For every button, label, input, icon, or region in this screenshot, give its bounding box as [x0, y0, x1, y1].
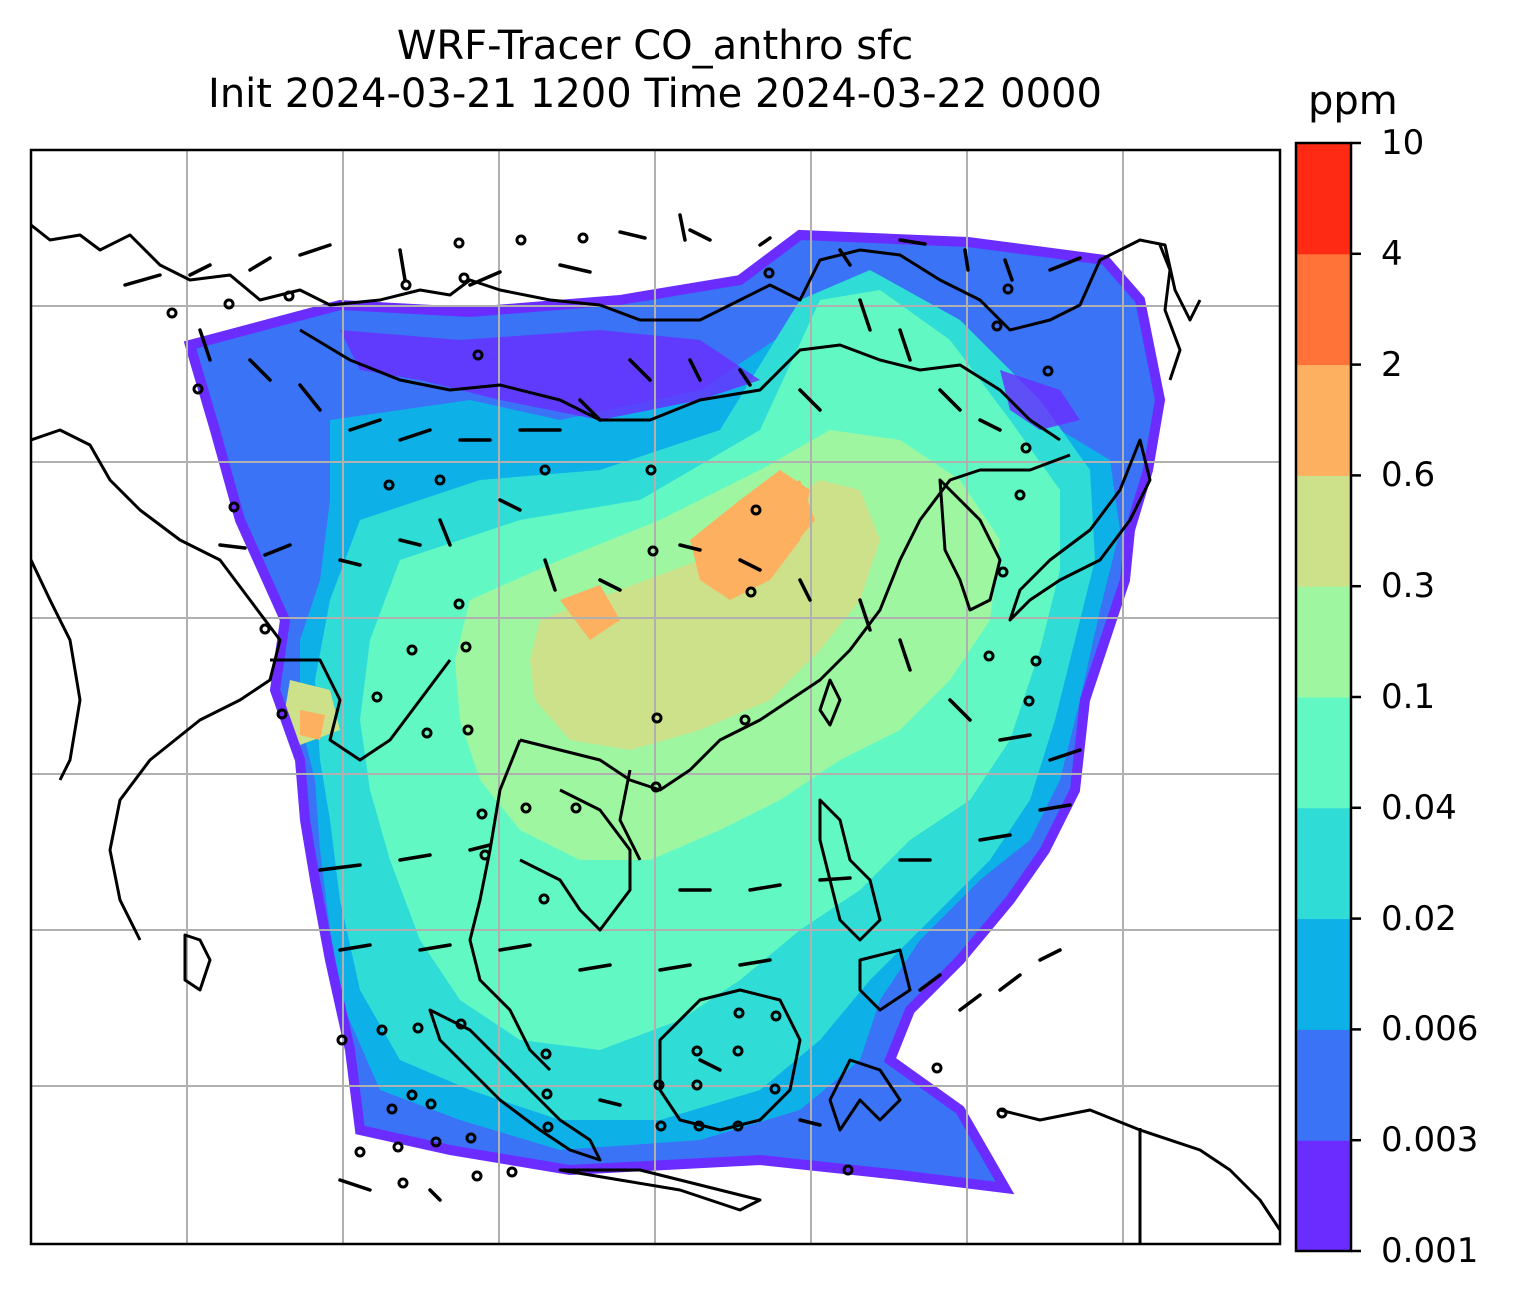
map-panel [31, 150, 1280, 1244]
map-frame [29, 148, 1282, 1246]
colorbar-tick-label: 0.003 [1381, 1120, 1479, 1161]
gridlines [31, 150, 1280, 1244]
colorbar-segment [1296, 364, 1351, 476]
map-title: WRF-Tracer CO_anthro sfc Init 2024-03-21… [30, 22, 1280, 118]
colorbar-tick-label: 2 [1381, 344, 1403, 385]
colorbar-tick-label: 0.3 [1381, 566, 1436, 607]
coastlines [31, 223, 1280, 1244]
colorbar-tick-label: 0.6 [1381, 455, 1436, 496]
colorbar-segment [1296, 697, 1351, 809]
colorbar-segment [1296, 475, 1351, 587]
title-line-2: Init 2024-03-21 1200 Time 2024-03-22 000… [208, 71, 1102, 117]
colorbar-segment [1296, 1029, 1351, 1141]
colorbar-tick-label: 10 [1381, 123, 1425, 163]
colorbar-tick-label: 0.001 [1381, 1231, 1479, 1271]
colorbar-tick-label: 4 [1381, 233, 1403, 274]
colorbar-segment [1296, 807, 1351, 920]
colorbar-segment [1296, 143, 1351, 255]
co-concentration-field [183, 229, 1166, 1195]
wind-calm-markers [166, 232, 1054, 1189]
colorbar-segment [1296, 253, 1351, 366]
colorbar-tick-label: 0.04 [1381, 787, 1457, 828]
colorbar-segment [1296, 918, 1351, 1030]
colorbar-tick-label: 0.006 [1381, 1009, 1479, 1050]
colorbar-segment [1296, 586, 1351, 698]
title-line-1: WRF-Tracer CO_anthro sfc [396, 23, 914, 69]
wind-barbs [123, 213, 1082, 1202]
colorbar-tick-label: 0.1 [1381, 677, 1436, 717]
colorbar [1294, 141, 1361, 1253]
colorbar-tick-label: 0.02 [1381, 898, 1457, 939]
colorbar-unit-label: ppm [1308, 78, 1398, 124]
colorbar-segment [1296, 1140, 1351, 1252]
